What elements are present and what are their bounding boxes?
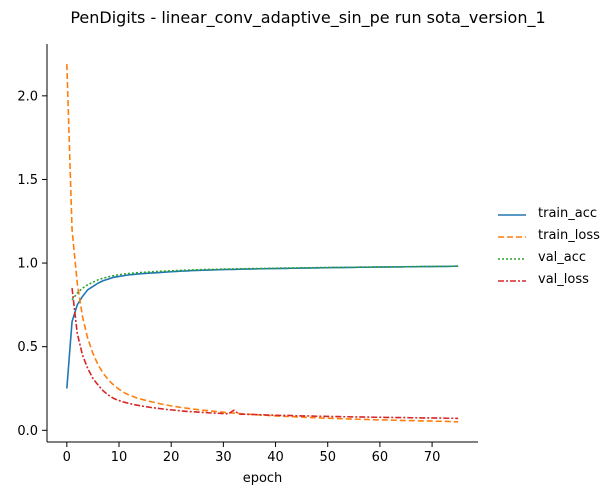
x-tick-label: 60: [372, 450, 389, 465]
y-tick-label: 0.5: [17, 340, 38, 355]
legend-label: val_acc: [538, 250, 587, 265]
x-tick-label: 0: [63, 450, 71, 465]
series-line-train-acc: [66, 265, 459, 389]
x-tick-label: 10: [111, 450, 128, 465]
x-tick-label: 50: [319, 450, 336, 465]
chart-title: PenDigits - linear_conv_adaptive_sin_pe …: [70, 8, 546, 27]
x-tick-label: 70: [424, 450, 441, 465]
series-line-val-acc: [71, 265, 459, 301]
legend-swatch: [498, 236, 526, 238]
legend-swatch: [498, 280, 526, 282]
legend-swatch: [498, 258, 526, 260]
x-axis-label: epoch: [243, 471, 283, 486]
legend-label: train_acc: [538, 206, 598, 221]
x-tick-label: 20: [163, 450, 180, 465]
series-line-val-loss: [71, 288, 459, 420]
x-tick-label: 30: [215, 450, 232, 465]
y-tick-label: 1.5: [17, 173, 38, 188]
y-tick-label: 2.0: [17, 89, 38, 104]
legend-label: val_loss: [538, 272, 589, 287]
legend-label: train_loss: [538, 228, 600, 243]
y-tick-label: 0.0: [17, 424, 38, 439]
series-line-train-loss: [66, 64, 459, 423]
y-tick-label: 1.0: [17, 257, 38, 272]
x-tick-label: 40: [267, 450, 284, 465]
legend-swatch: [498, 214, 526, 216]
